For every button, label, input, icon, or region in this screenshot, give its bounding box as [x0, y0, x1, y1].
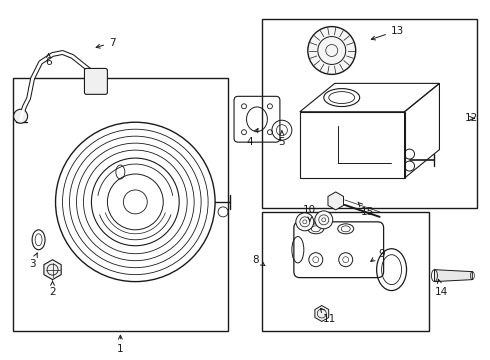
Text: 7: 7 [96, 37, 116, 48]
Polygon shape [44, 260, 61, 280]
Text: 12: 12 [465, 113, 478, 123]
Bar [13, 78, 228, 332]
Text: 2: 2 [49, 281, 56, 297]
Text: 13: 13 [371, 26, 404, 40]
Text: 11: 11 [320, 309, 336, 324]
Text: 4: 4 [246, 129, 258, 147]
Polygon shape [315, 306, 329, 321]
Text: 6: 6 [45, 54, 52, 67]
Circle shape [14, 109, 27, 123]
Bar [262, 19, 477, 208]
Text: 10: 10 [303, 205, 317, 221]
Text: 9: 9 [371, 249, 385, 261]
Circle shape [296, 213, 314, 231]
FancyBboxPatch shape [84, 68, 107, 94]
Text: 3: 3 [29, 253, 37, 269]
Circle shape [315, 211, 333, 229]
Text: 8: 8 [253, 255, 265, 266]
Text: 15: 15 [358, 202, 374, 217]
Bar [262, 212, 429, 332]
Text: 14: 14 [435, 279, 448, 297]
Text: 1: 1 [117, 335, 123, 354]
Polygon shape [435, 270, 472, 282]
Text: 5: 5 [279, 131, 285, 147]
Circle shape [308, 27, 356, 75]
Polygon shape [328, 192, 343, 210]
